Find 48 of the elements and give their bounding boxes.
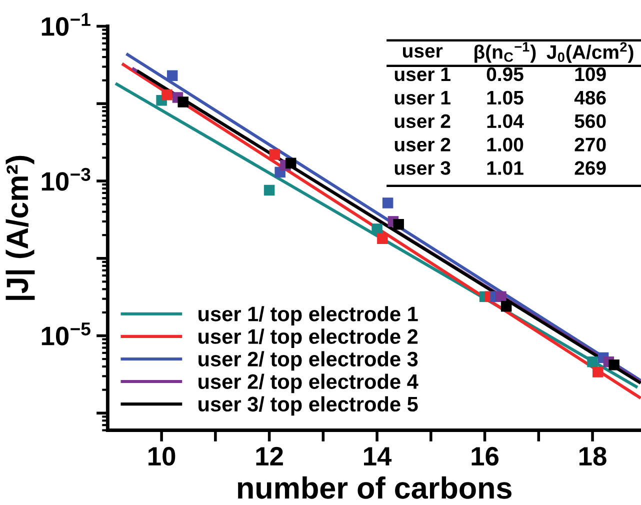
legend-label: user 2/ top electrode 4 [198,374,418,394]
point [264,184,275,196]
annotation: user 3 [394,161,450,175]
annotation: user [403,47,443,58]
point [372,224,382,234]
annotation: 0.95 [486,67,524,82]
y-axis-title: |J| (A/cm²) [6,156,35,300]
y-tick-label: 10$^{−3}$ [42,168,90,191]
point [608,360,620,370]
annotation: 486 [574,90,606,105]
point [377,233,388,244]
x-tick-label: 16 [472,446,498,466]
annotation: user 2 [394,138,450,152]
y-tick-label: 10$^{−1}$ [42,13,90,36]
point [500,300,512,312]
y-tick-label: 10$^{−5}$ [42,322,90,346]
annotation: 270 [574,138,606,152]
x-tick-label: 10 [148,446,176,466]
annotation: user 2 [394,114,450,128]
legend-label: user 1/ top electrode 2 [198,328,418,348]
point [496,291,506,302]
legend-label: user 1/ top electrode 1 [198,306,418,326]
point [592,366,604,378]
annotation: 1.05 [487,90,524,105]
x-tick-label: 18 [580,446,606,466]
point [393,218,404,230]
point [166,70,178,82]
annotation: user 1 [394,68,450,82]
point [162,89,172,100]
annotation: 269 [574,161,606,175]
annotation: 109 [575,67,606,82]
point [587,356,598,368]
x-tick-label: 14 [364,447,392,466]
annotation: 1.00 [487,138,524,152]
point [285,158,296,169]
annotation: β(n$_{C}$$^{−1}$) [474,42,536,63]
point [382,198,394,208]
legend-label: user 3/ top electrode 5 [198,396,418,416]
x-tick-label: 12 [256,446,283,466]
annotation: 560 [574,114,606,128]
annotation: 1.01 [487,161,524,175]
annotation: user 1 [394,91,450,105]
point [269,149,280,160]
annotation: J$_{0}$(A/cm$^{2}$) [546,42,634,63]
annotation: 1.04 [487,114,524,128]
point [178,96,188,108]
legend-label: user 2/ top electrode 3 [198,351,418,371]
x-axis-title: number of carbons [238,476,512,499]
